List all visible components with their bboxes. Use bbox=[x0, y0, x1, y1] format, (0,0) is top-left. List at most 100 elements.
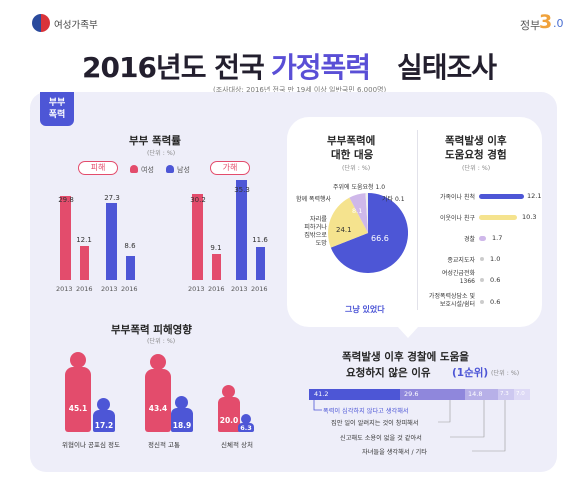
pie-slice-escape bbox=[328, 197, 368, 248]
help-bar-family bbox=[479, 194, 524, 199]
reason-title-l1: 폭력발생 이후 경찰에 도움을 bbox=[342, 351, 469, 363]
year-label: 2016 bbox=[121, 285, 138, 293]
help-unit: (단위 : %) bbox=[462, 165, 491, 172]
pie-label-escape: 자리를 피하거나 집밖으로 도망 bbox=[304, 216, 327, 247]
bar-perp-female-2016 bbox=[212, 254, 221, 280]
reason-segment-other: 7.0 bbox=[514, 389, 530, 400]
effect-value-male-mental: 18.9 bbox=[172, 421, 192, 430]
gov-logo-suffix: .0 bbox=[553, 17, 564, 30]
response-title-l2: 대한 대응 bbox=[331, 149, 374, 161]
effect-section-title: 부부폭력 피해영향 bbox=[111, 324, 192, 336]
reason-title-rank: (1순위) bbox=[452, 367, 489, 379]
pie-label-stayed: 그냥 있었다 bbox=[345, 305, 385, 314]
gov-logo-prefix: 정부 bbox=[520, 19, 541, 32]
help-value-police: 1.7 bbox=[492, 234, 503, 242]
section-badge: 부부 폭력 bbox=[40, 92, 74, 126]
help-label-friend: 이웃이나 친구 bbox=[439, 215, 475, 222]
page-title-part3: 실태조사 bbox=[397, 51, 497, 84]
taegeuk-icon bbox=[32, 14, 50, 32]
pie-value-fought: 8.1 bbox=[352, 207, 363, 215]
gov-logo-number: 3 bbox=[539, 11, 553, 33]
page-title-part1: 2016년도 전국 bbox=[82, 51, 265, 84]
male-icon bbox=[166, 165, 174, 173]
help-bar-police bbox=[479, 236, 486, 241]
help-dot-religion bbox=[480, 257, 484, 261]
year-label: 2013 bbox=[56, 285, 73, 293]
page-title-highlight: 가정폭력 bbox=[271, 51, 371, 84]
badge-line1: 부부 bbox=[48, 98, 66, 108]
reason-segment-ashamed: 29.6 bbox=[400, 389, 465, 400]
help-value-religion: 1.0 bbox=[490, 255, 501, 263]
reason-segment-notserious: 41.2 bbox=[309, 389, 400, 400]
value-perp-male-2013: 35.3 bbox=[234, 186, 250, 194]
help-value-family: 12.1 bbox=[527, 192, 542, 200]
reason-unit: (단위 : %) bbox=[491, 370, 520, 377]
reason-label-ashamed: 집안 일이 알려지는 것이 창피해서 bbox=[331, 420, 419, 427]
value-perp-male-2016: 11.6 bbox=[252, 236, 268, 244]
response-pie-chart bbox=[328, 193, 408, 273]
reason-label-useless: 신고해도 소용이 없을 것 같아서 bbox=[340, 435, 422, 442]
year-label: 2016 bbox=[251, 285, 268, 293]
help-title-l1: 폭력발생 이후 bbox=[445, 135, 507, 147]
pie-value-escape: 24.1 bbox=[336, 226, 352, 234]
effect-value-female-physical: 20.0 bbox=[219, 416, 239, 425]
person-female-threat bbox=[63, 352, 93, 432]
card-divider bbox=[417, 130, 418, 310]
pie-label-other: 기타 0.1 bbox=[382, 196, 405, 203]
effect-value-male-threat: 17.2 bbox=[94, 421, 114, 430]
value-victim-female-2013: 29.8 bbox=[58, 196, 74, 204]
person-male-physical bbox=[238, 414, 254, 432]
reason-label-notserious: 폭력이 심각하지 않다고 생각해서 bbox=[323, 408, 409, 415]
perpetrator-bar-group bbox=[188, 180, 298, 280]
reason-leader-lines bbox=[313, 400, 506, 452]
help-dot-hotline bbox=[480, 278, 484, 282]
help-title-l2: 도움요청 경험 bbox=[445, 149, 507, 161]
value-perp-female-2016: 9.1 bbox=[210, 244, 222, 252]
pie-slice-help bbox=[365, 193, 368, 233]
help-label-family: 가족이나 친척 bbox=[439, 194, 475, 201]
tag-perpetrator: 가해 bbox=[210, 161, 250, 175]
value-victim-male-2013: 27.3 bbox=[104, 194, 120, 202]
help-value-shelter: 0.6 bbox=[490, 298, 501, 306]
value-victim-male-2016: 8.6 bbox=[124, 242, 136, 250]
effect-label-mental: 정신적 고통 bbox=[148, 441, 180, 449]
help-bar-friend bbox=[479, 215, 517, 220]
year-label: 2013 bbox=[231, 285, 248, 293]
person-male-mental bbox=[171, 396, 193, 432]
help-value-friend: 10.3 bbox=[522, 213, 537, 221]
bar-perp-male-2016 bbox=[256, 247, 265, 280]
effect-value-female-mental: 43.4 bbox=[148, 404, 168, 413]
pie-label-help: 주위에 도움요청 1.0 bbox=[333, 184, 386, 191]
person-female-mental bbox=[143, 354, 173, 432]
effect-value-male-physical: 6.3 bbox=[240, 424, 252, 432]
card-pointer bbox=[397, 326, 419, 338]
bar-victim-male-2016 bbox=[126, 256, 135, 280]
year-label: 2013 bbox=[101, 285, 118, 293]
tag-victim: 피해 bbox=[78, 161, 118, 175]
help-dot-shelter bbox=[480, 300, 484, 304]
survey-subtitle: (조사대상: 2016년 전국 만 19세 이상 일반국민 6,000명) bbox=[213, 86, 387, 94]
response-title-l1: 부부폭력에 bbox=[327, 135, 376, 147]
ministry-name: 여성가족부 bbox=[54, 20, 98, 31]
legend-female: 여성 bbox=[141, 166, 154, 174]
bar-victim-female-2016 bbox=[80, 246, 89, 280]
effect-section-unit: (단위 : %) bbox=[147, 338, 176, 345]
right-card bbox=[287, 117, 542, 327]
help-label-police: 경찰 bbox=[463, 236, 475, 243]
legend-male: 남성 bbox=[177, 166, 190, 174]
bar-victim-female-2013 bbox=[60, 196, 71, 280]
help-label-hotline: 여성긴급전화 1366 bbox=[441, 270, 475, 285]
year-label: 2013 bbox=[188, 285, 205, 293]
bar-victim-male-2013 bbox=[106, 203, 117, 280]
pie-slice-stayed bbox=[330, 193, 408, 273]
reason-segment-useless: 14.8 bbox=[465, 389, 498, 400]
value-victim-female-2016: 12.1 bbox=[76, 236, 92, 244]
year-label: 2016 bbox=[76, 285, 93, 293]
bar-perp-male-2013 bbox=[236, 180, 247, 280]
effect-value-female-threat: 45.1 bbox=[68, 404, 88, 413]
help-value-hotline: 0.6 bbox=[490, 276, 501, 284]
help-label-religion: 종교지도자 bbox=[447, 257, 475, 264]
effect-label-physical: 신체적 상처 bbox=[221, 441, 253, 449]
victim-bar-group bbox=[56, 180, 166, 280]
year-label: 2016 bbox=[208, 285, 225, 293]
